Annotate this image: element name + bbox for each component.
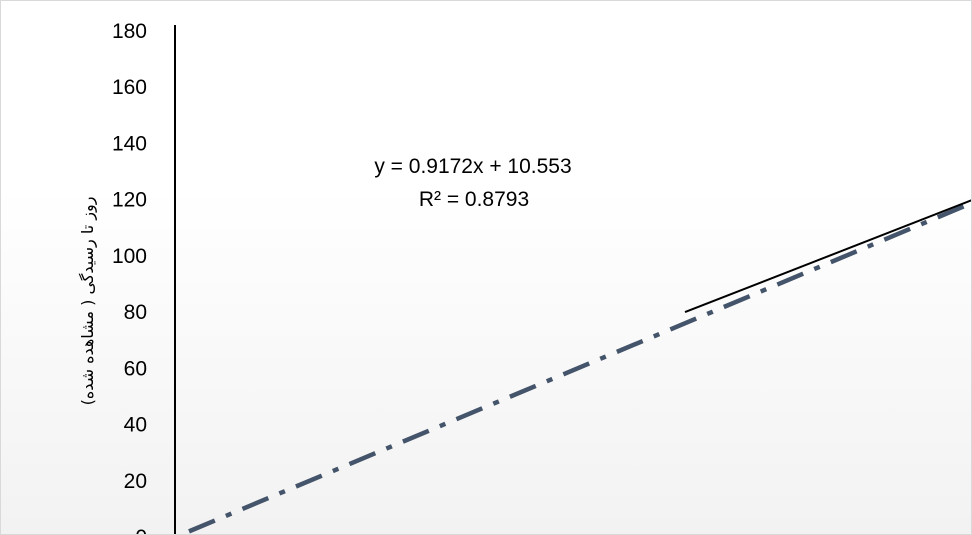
data-line — [684, 199, 971, 314]
y-tick-label: 60 — [124, 357, 147, 380]
y-tick-label: 80 — [124, 301, 147, 324]
y-tick-label: 0 — [135, 526, 147, 535]
trendline — [188, 200, 971, 534]
y-tick-label: 40 — [124, 414, 147, 437]
y-tick-label: 140 — [112, 132, 147, 155]
y-tick-label: 100 — [112, 245, 147, 268]
y-tick-label: 180 — [112, 20, 147, 43]
trendline-r-squared: R² = 0.8793 — [419, 188, 529, 211]
y-tick-label: 160 — [112, 76, 147, 99]
y-axis-ticks: 0 20 40 60 80 100 120 140 160 180 — [112, 20, 147, 535]
trendline-equation: y = 0.9172x + 10.553 — [374, 155, 571, 178]
y-axis-title: روز تا رسیدگی ( مشاهده شده) — [78, 197, 98, 406]
y-tick-label: 120 — [112, 189, 147, 212]
y-tick-label: 20 — [124, 470, 147, 493]
